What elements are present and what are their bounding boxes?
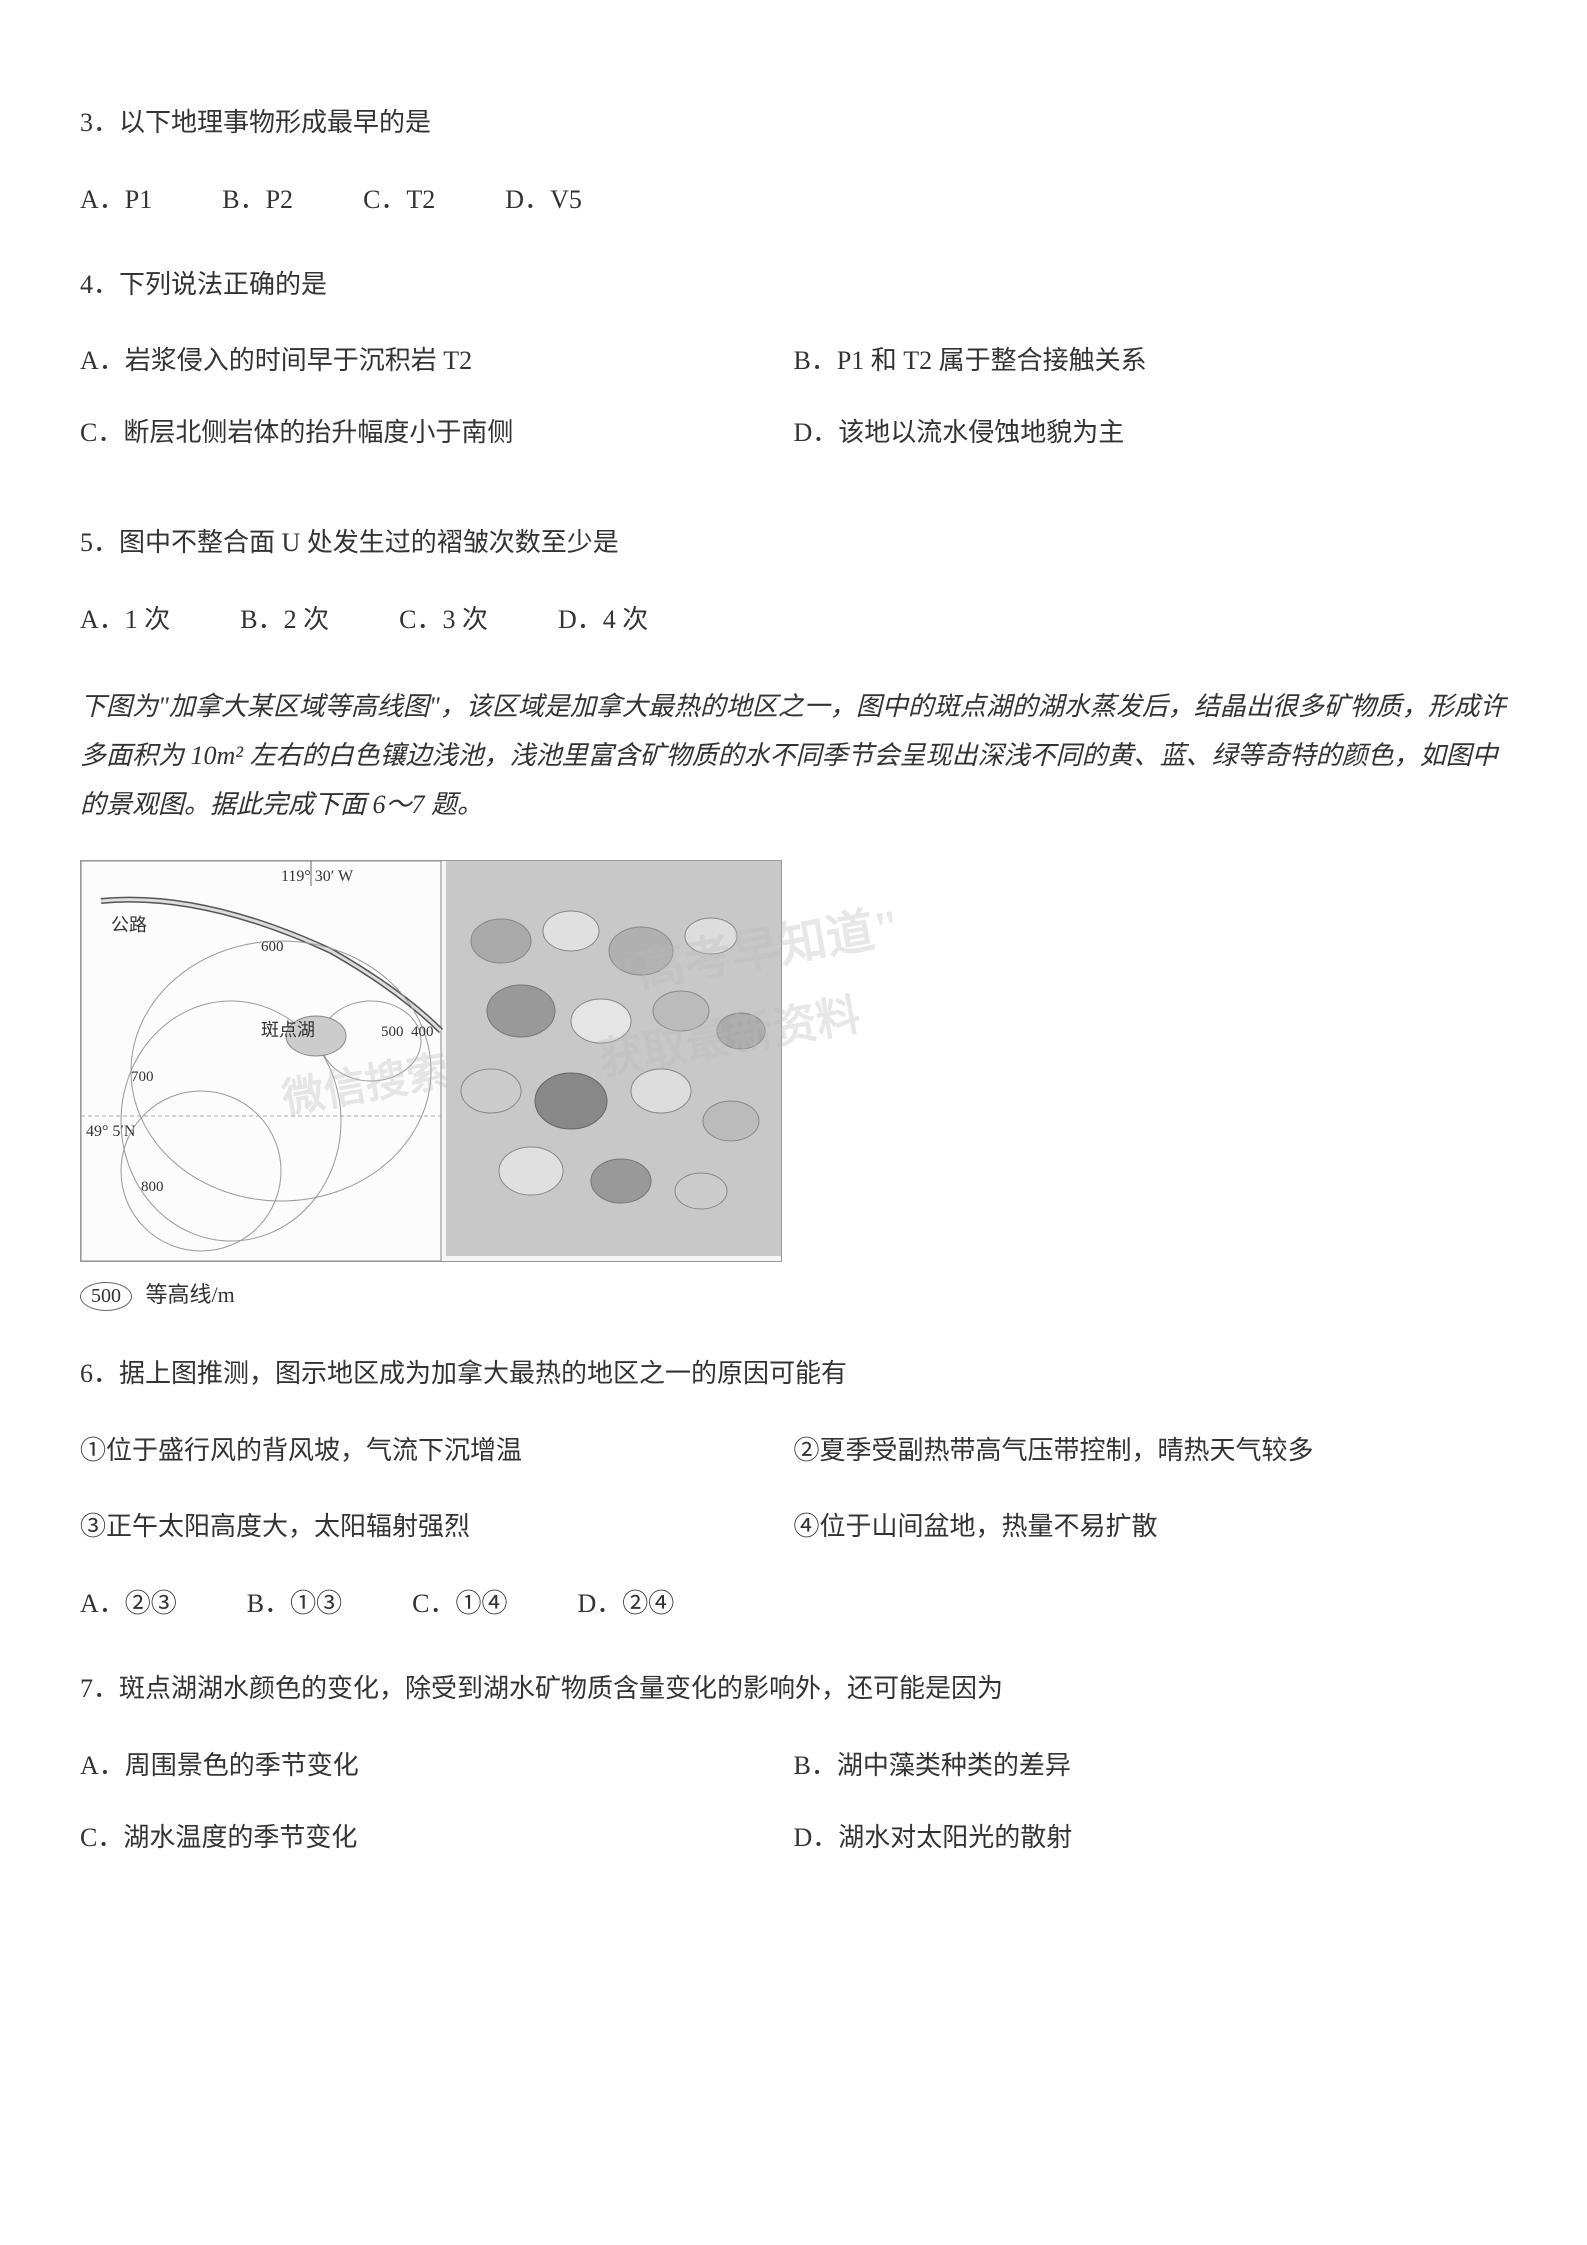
q6-stmt-1: ①位于盛行风的背风坡，气流下沉增温 bbox=[80, 1428, 794, 1475]
q7-opt-d: D．湖水对太阳光的散射 bbox=[794, 1815, 1508, 1862]
c400-label: 400 bbox=[411, 1024, 434, 1040]
q6-stmt-2: ②夏季受副热带高气压带控制，晴热天气较多 bbox=[794, 1428, 1508, 1475]
q5-opt-c: C．3 次 bbox=[399, 597, 488, 644]
q6-stem: 6．据上图推测，图示地区成为加拿大最热的地区之一的原因可能有 bbox=[80, 1351, 1507, 1398]
q3-opt-a: A．P1 bbox=[80, 177, 152, 224]
legend-oval: 500 bbox=[80, 1282, 132, 1311]
q4-options: A．岩浆侵入的时间早于沉积岩 T2 B．P1 和 T2 属于整合接触关系 C．断… bbox=[80, 338, 1507, 482]
c700-label: 700 bbox=[131, 1069, 154, 1085]
legend-text: 等高线/m bbox=[146, 1282, 235, 1307]
q5-opt-d: D．4 次 bbox=[558, 597, 648, 644]
question-5: 5．图中不整合面 U 处发生过的褶皱次数至少是 A．1 次 B．2 次 C．3 … bbox=[80, 520, 1507, 644]
q7-opt-b: B．湖中藻类种类的差异 bbox=[794, 1743, 1508, 1790]
figure-legend: 500 等高线/m bbox=[80, 1277, 1507, 1311]
q7-opt-a: A．周围景色的季节变化 bbox=[80, 1743, 794, 1790]
q6-statements: ①位于盛行风的背风坡，气流下沉增温 ②夏季受副热带高气压带控制，晴热天气较多 ③… bbox=[80, 1428, 1507, 1552]
q3-opt-b: B．P2 bbox=[222, 177, 293, 224]
q5-options: A．1 次 B．2 次 C．3 次 D．4 次 bbox=[80, 597, 1507, 644]
q4-stem: 4．下列说法正确的是 bbox=[80, 262, 1507, 309]
q4-opt-b: B．P1 和 T2 属于整合接触关系 bbox=[794, 338, 1508, 385]
q4-opt-c: C．断层北侧岩体的抬升幅度小于南侧 bbox=[80, 410, 794, 457]
q6-opt-a: A．②③ bbox=[80, 1581, 177, 1628]
q6-options: A．②③ B．①③ C．①④ D．②④ bbox=[80, 1581, 1507, 1628]
lon-label: 119° 30′ W bbox=[281, 868, 354, 885]
q3-stem: 3．以下地理事物形成最早的是 bbox=[80, 100, 1507, 147]
q6-opt-b: B．①③ bbox=[247, 1581, 342, 1628]
q5-stem: 5．图中不整合面 U 处发生过的褶皱次数至少是 bbox=[80, 520, 1507, 567]
c600-label: 600 bbox=[261, 939, 284, 955]
q7-stem: 7．斑点湖湖水颜色的变化，除受到湖水矿物质含量变化的影响外，还可能是因为 bbox=[80, 1666, 1507, 1713]
q6-stmt-3: ③正午太阳高度大，太阳辐射强烈 bbox=[80, 1504, 794, 1551]
figure-container: 119° 30′ W 49° 5′N 公路 600 700 800 500 40… bbox=[80, 860, 1507, 1311]
q7-opt-c: C．湖水温度的季节变化 bbox=[80, 1815, 794, 1862]
lake-label: 斑点湖 bbox=[261, 1020, 315, 1040]
q4-opt-d: D．该地以流水侵蚀地貌为主 bbox=[794, 410, 1508, 457]
question-6: 6．据上图推测，图示地区成为加拿大最热的地区之一的原因可能有 ①位于盛行风的背风… bbox=[80, 1351, 1507, 1628]
road-label: 公路 bbox=[111, 915, 147, 935]
question-4: 4．下列说法正确的是 A．岩浆侵入的时间早于沉积岩 T2 B．P1 和 T2 属… bbox=[80, 262, 1507, 482]
q5-opt-b: B．2 次 bbox=[240, 597, 329, 644]
q7-options: A．周围景色的季节变化 B．湖中藻类种类的差异 C．湖水温度的季节变化 D．湖水… bbox=[80, 1743, 1507, 1887]
question-3: 3．以下地理事物形成最早的是 A．P1 B．P2 C．T2 D．V5 bbox=[80, 100, 1507, 224]
q6-opt-d: D．②④ bbox=[577, 1581, 674, 1628]
q3-opt-c: C．T2 bbox=[363, 177, 435, 224]
q3-opt-d: D．V5 bbox=[505, 177, 582, 224]
q6-stmt-4: ④位于山间盆地，热量不易扩散 bbox=[794, 1504, 1508, 1551]
q4-opt-a: A．岩浆侵入的时间早于沉积岩 T2 bbox=[80, 338, 794, 385]
c800-label: 800 bbox=[141, 1179, 164, 1195]
question-7: 7．斑点湖湖水颜色的变化，除受到湖水矿物质含量变化的影响外，还可能是因为 A．周… bbox=[80, 1666, 1507, 1886]
q6-opt-c: C．①④ bbox=[412, 1581, 507, 1628]
map-svg: 119° 30′ W 49° 5′N 公路 600 700 800 500 40… bbox=[81, 861, 781, 1261]
figure-map: 119° 30′ W 49° 5′N 公路 600 700 800 500 40… bbox=[80, 860, 782, 1262]
passage-6-7: 下图为"加拿大某区域等高线图"，该区域是加拿大最热的地区之一，图中的斑点湖的湖水… bbox=[80, 682, 1507, 830]
c500-label: 500 bbox=[381, 1024, 404, 1040]
q5-opt-a: A．1 次 bbox=[80, 597, 170, 644]
q3-options: A．P1 B．P2 C．T2 D．V5 bbox=[80, 177, 1507, 224]
